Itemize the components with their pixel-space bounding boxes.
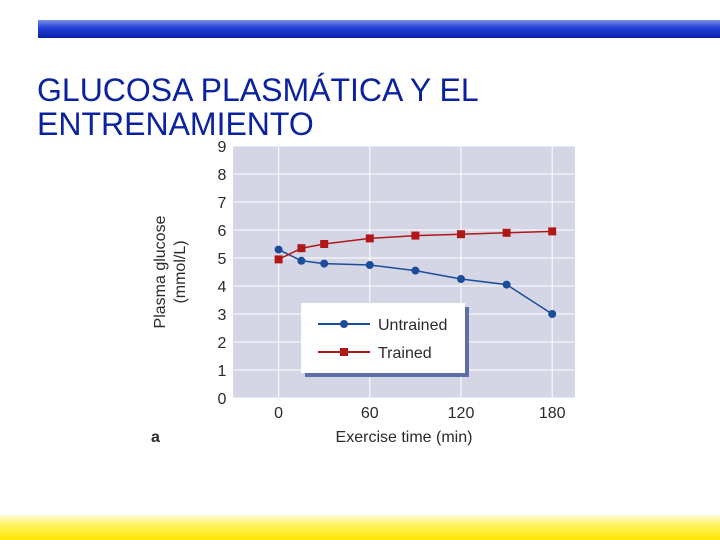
y-tick-label-8: 8 — [218, 167, 227, 184]
data-point-trained-30 — [320, 240, 329, 248]
data-point-trained-90 — [411, 231, 420, 240]
title-accent-bar — [38, 20, 720, 38]
slide-title-line-1: GLUCOSA PLASMÁTICA Y EL — [37, 72, 479, 109]
legend-marker-trained — [340, 348, 348, 356]
data-point-untrained-120 — [457, 275, 465, 283]
y-tick-label-5: 5 — [218, 251, 227, 268]
x-tick-label-0: 0 — [274, 405, 283, 422]
y-tick-label-1: 1 — [218, 363, 227, 380]
data-point-untrained-150 — [502, 280, 511, 289]
x-tick-label-120: 120 — [448, 405, 475, 422]
data-point-trained-0 — [274, 255, 283, 264]
y-tick-label-6: 6 — [218, 223, 227, 240]
series-layer — [274, 227, 557, 318]
x-axis-label: Exercise time (min) — [336, 429, 473, 446]
gridlines — [233, 145, 575, 399]
y-tick-label-2: 2 — [218, 335, 227, 352]
footer-accent-bar — [0, 515, 720, 540]
data-point-untrained-0 — [274, 245, 283, 254]
x-tick-label-60: 60 — [361, 405, 379, 422]
legend-box — [301, 303, 465, 373]
y-axis-label-line-1: Plasma glucose — [152, 215, 169, 328]
legend-marker-untrained — [340, 320, 348, 328]
x-tick-labels: 0 60 120 180 — [274, 405, 565, 422]
data-point-untrained-30 — [320, 259, 329, 268]
slide-title-line-2: ENTRENAMIENTO — [37, 106, 314, 143]
data-point-trained-60 — [365, 234, 374, 243]
legend-label-untrained: Untrained — [378, 317, 447, 334]
y-axis-label-line-2: (mmol/L) — [172, 240, 189, 303]
legend-label-trained: Trained — [378, 345, 432, 362]
data-point-trained-180 — [548, 227, 557, 236]
data-point-trained-150 — [502, 228, 511, 237]
x-tick-label-180: 180 — [539, 405, 566, 422]
data-point-trained-120 — [457, 230, 465, 239]
legend: Untrained Trained — [301, 303, 469, 377]
panel-label: a — [151, 429, 160, 446]
y-tick-label-3: 3 — [218, 307, 227, 324]
data-point-untrained-90 — [411, 266, 420, 275]
data-point-untrained-60 — [365, 261, 374, 269]
slide-title: GLUCOSA PLASMÁTICA Y EL ENTRENAMIENTO — [37, 73, 637, 141]
y-tick-labels: 0 1 2 3 4 5 6 7 8 9 — [218, 139, 227, 408]
y-tick-label-4: 4 — [218, 279, 227, 296]
data-point-untrained-15 — [297, 256, 306, 265]
y-tick-label-9: 9 — [218, 139, 227, 156]
y-tick-label-0: 0 — [218, 391, 227, 408]
data-point-trained-15 — [297, 244, 306, 253]
y-tick-label-7: 7 — [218, 195, 227, 212]
data-point-untrained-180 — [548, 310, 557, 318]
